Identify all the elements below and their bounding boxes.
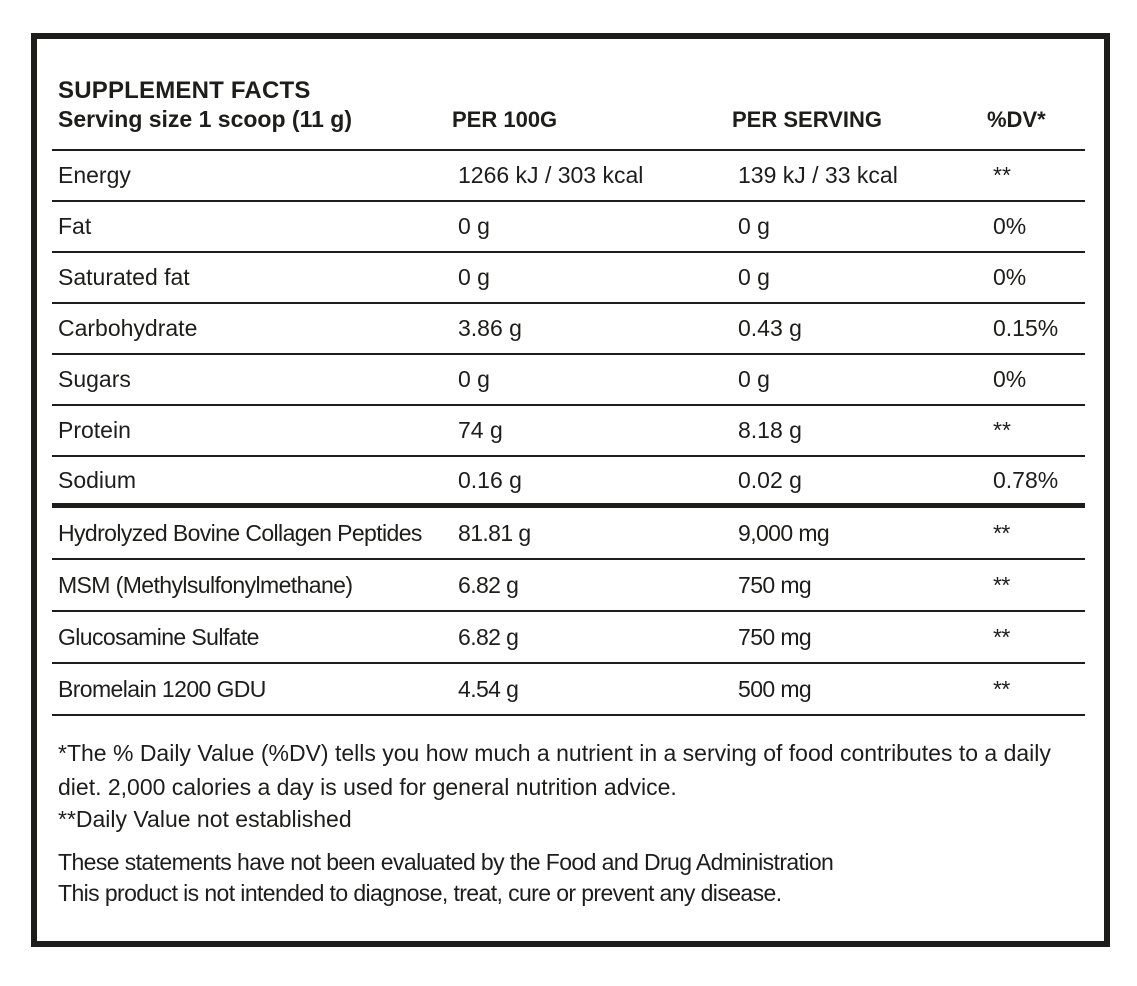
table-header-row: Serving size 1 scoop (11 g) PER 100G PER… <box>52 106 1085 151</box>
ingredient-name: MSM (Methylsulfonylmethane) <box>58 571 353 598</box>
supplement-facts-label: SUPPLEMENT FACTS Serving size 1 scoop (1… <box>31 33 1110 947</box>
serving-size: Serving size 1 scoop (11 g) <box>58 106 352 132</box>
value-per-serving: 0.02 g <box>738 466 802 493</box>
nutrient-row-carbohydrate: Carbohydrate 3.86 g 0.43 g 0.15% <box>52 304 1085 355</box>
value-per-100g: 4.54 g <box>458 675 519 702</box>
nutrient-row-fat: Fat 0 g 0 g 0% <box>52 202 1085 253</box>
ingredient-name: Bromelain 1200 GDU <box>58 675 266 702</box>
value-per-serving: 500 mg <box>738 675 812 702</box>
ingredient-row-glucosamine: Glucosamine Sulfate 6.82 g 750 mg ** <box>52 612 1085 664</box>
footnote-daily-value: *The % Daily Value (%DV) tells you how m… <box>58 740 1051 800</box>
value-per-100g: 0.16 g <box>458 466 522 493</box>
value-per-serving: 0 g <box>738 264 770 290</box>
nutrient-name: Fat <box>58 213 92 239</box>
nutrient-row-saturated-fat: Saturated fat 0 g 0 g 0% <box>52 253 1085 304</box>
nutrient-row-protein: Protein 74 g 8.18 g ** <box>52 406 1085 457</box>
value-per-serving: 0 g <box>738 213 770 239</box>
nutrient-name: Sugars <box>58 366 131 392</box>
fda-disclaimer: These statements have not been evaluated… <box>58 847 1085 909</box>
nutrient-name: Protein <box>58 417 131 443</box>
value-dv: 0.15% <box>993 315 1059 341</box>
ingredient-name: Hydrolyzed Bovine Collagen Peptides <box>58 519 422 546</box>
ingredient-row-bromelain: Bromelain 1200 GDU 4.54 g 500 mg ** <box>52 664 1085 716</box>
nutrient-name: Saturated fat <box>58 264 190 290</box>
value-dv: ** <box>993 623 1010 650</box>
footnote-not-established: **Daily Value not established <box>58 806 352 832</box>
value-per-serving: 8.18 g <box>738 417 802 443</box>
column-header-per-100g: PER 100G <box>452 107 558 132</box>
value-per-100g: 1266 kJ / 303 kcal <box>458 162 644 188</box>
nutrient-name: Energy <box>58 162 131 188</box>
value-per-serving: 9,000 mg <box>738 519 830 546</box>
value-per-serving: 750 mg <box>738 571 812 598</box>
nutrient-row-energy: Energy 1266 kJ / 303 kcal 139 kJ / 33 kc… <box>52 151 1085 202</box>
value-per-100g: 6.82 g <box>458 571 519 598</box>
value-dv: ** <box>993 571 1010 598</box>
value-per-100g: 0 g <box>458 213 490 239</box>
value-dv: ** <box>993 519 1010 546</box>
value-dv: ** <box>993 417 1011 443</box>
nutrient-row-sugars: Sugars 0 g 0 g 0% <box>52 355 1085 406</box>
value-dv: 0% <box>993 366 1027 392</box>
ingredient-row-msm: MSM (Methylsulfonylmethane) 6.82 g 750 m… <box>52 560 1085 612</box>
value-per-100g: 6.82 g <box>458 623 519 650</box>
nutrient-row-sodium: Sodium 0.16 g 0.02 g 0.78% <box>52 457 1085 508</box>
value-per-serving: 0.43 g <box>738 315 802 341</box>
value-per-serving: 0 g <box>738 366 770 392</box>
nutrient-name: Carbohydrate <box>58 315 198 341</box>
value-per-100g: 0 g <box>458 264 490 290</box>
facts-header: SUPPLEMENT FACTS <box>52 39 1085 106</box>
value-dv: 0% <box>993 264 1027 290</box>
value-dv: 0% <box>993 213 1027 239</box>
footnotes: *The % Daily Value (%DV) tells you how m… <box>52 716 1085 909</box>
value-per-100g: 0 g <box>458 366 490 392</box>
value-dv: 0.78% <box>993 466 1059 493</box>
ingredient-name: Glucosamine Sulfate <box>58 623 259 650</box>
fda-disclaimer-line-2: This product is not intended to diagnose… <box>58 880 782 906</box>
column-header-per-serving: PER SERVING <box>732 107 882 132</box>
value-per-100g: 81.81 g <box>458 519 531 546</box>
value-per-serving: 750 mg <box>738 623 812 650</box>
value-per-100g: 74 g <box>458 417 503 443</box>
fda-disclaimer-line-1: These statements have not been evaluated… <box>58 849 834 875</box>
value-dv: ** <box>993 162 1011 188</box>
value-per-100g: 3.86 g <box>458 315 522 341</box>
value-dv: ** <box>993 675 1010 702</box>
nutrient-name: Sodium <box>58 466 136 493</box>
facts-title: SUPPLEMENT FACTS <box>58 77 311 104</box>
ingredient-row-collagen: Hydrolyzed Bovine Collagen Peptides 81.8… <box>52 508 1085 560</box>
column-header-dv: %DV* <box>987 107 1046 132</box>
value-per-serving: 139 kJ / 33 kcal <box>738 162 898 188</box>
